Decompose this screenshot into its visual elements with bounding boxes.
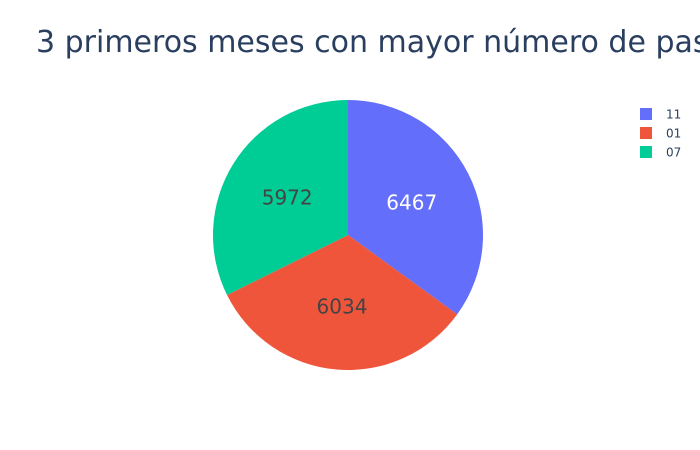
legend: 11 01 07 <box>640 108 681 160</box>
legend-item-07[interactable]: 07 <box>640 146 681 160</box>
slice-value-label: 5972 <box>262 185 313 209</box>
pie-slice-01[interactable] <box>227 235 458 370</box>
legend-item-11[interactable]: 11 <box>640 108 681 122</box>
legend-swatch <box>640 108 652 120</box>
slice-value-label: 6034 <box>317 294 368 318</box>
pie-slice-labels: 6467 6034 5972 <box>262 185 437 318</box>
chart-title: 3 primeros meses con mayor número de pas… <box>36 25 700 60</box>
legend-swatch <box>640 146 652 158</box>
slice-value-label: 6467 <box>386 191 437 215</box>
legend-item-01[interactable]: 01 <box>640 127 681 141</box>
pie-slices <box>212 100 483 370</box>
legend-label: 11 <box>666 108 681 122</box>
pie-slice-07[interactable] <box>212 100 348 295</box>
legend-label: 01 <box>666 127 681 141</box>
legend-label: 07 <box>666 146 681 160</box>
legend-swatch <box>640 127 652 139</box>
pie-slice-11[interactable] <box>348 100 483 315</box>
